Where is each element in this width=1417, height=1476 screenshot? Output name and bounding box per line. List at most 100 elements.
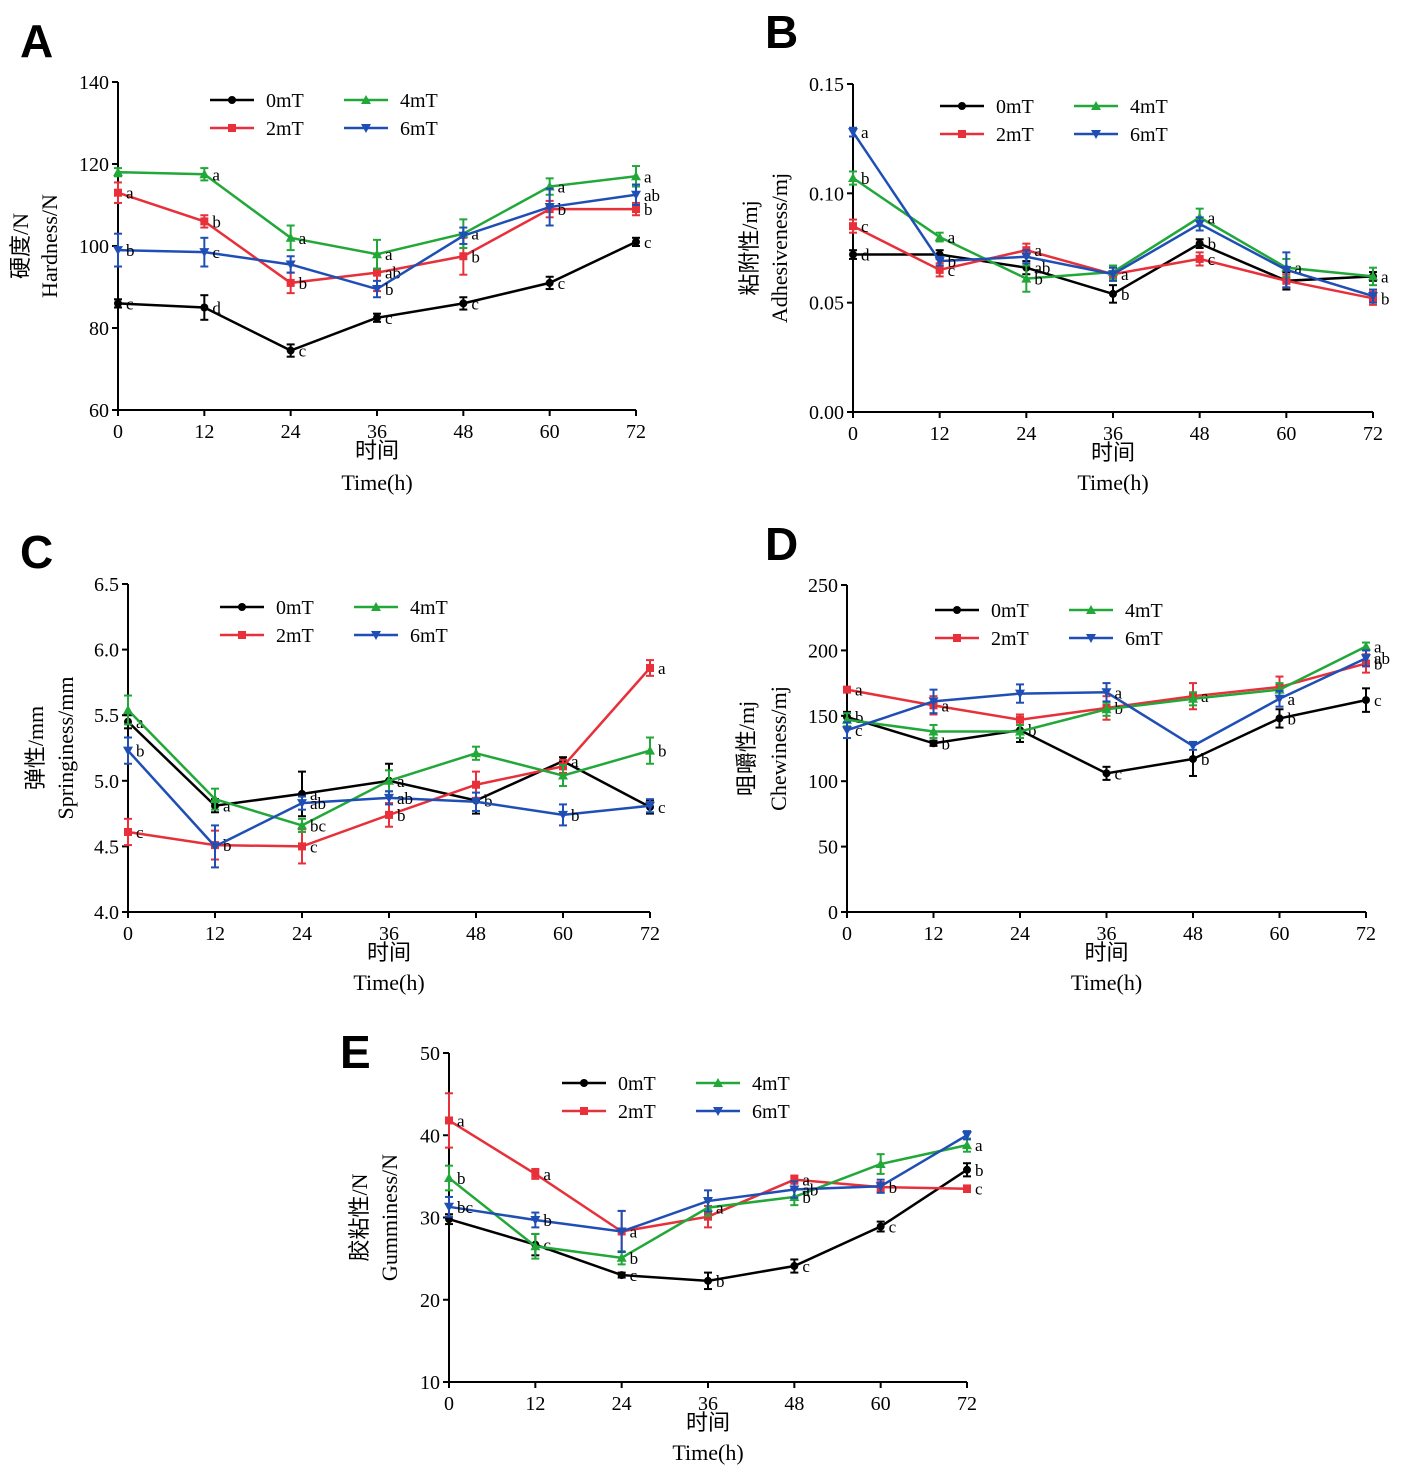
data-point-2mT — [472, 780, 480, 789]
significance-label: ab — [644, 186, 660, 205]
x-tick-label: 12 — [194, 421, 214, 443]
legend-c: 0mT 2mT 4mT 6mT — [220, 597, 448, 647]
data-point-6mT — [199, 248, 210, 258]
series-2mT: cb cba — [124, 659, 666, 865]
x-tick-label: 48 — [1183, 923, 1203, 945]
significance-label: b — [558, 200, 567, 219]
data-point-2mT — [298, 842, 306, 851]
x-tick-label: 48 — [784, 1393, 804, 1415]
significance-label: c — [558, 274, 566, 293]
y-tick-label: 150 — [808, 706, 838, 728]
x-tick-label: 36 — [367, 421, 387, 443]
series-4mT: bcb — [123, 694, 667, 835]
data-point-6mT — [928, 697, 939, 707]
data-point-0mT — [1189, 754, 1197, 763]
data-point-4mT — [631, 171, 641, 181]
significance-label: a — [397, 772, 405, 791]
significance-label: a — [942, 696, 950, 715]
legend-label-0mT: 0mT — [266, 90, 304, 112]
significance-label: b — [658, 742, 667, 761]
data-point-6mT — [458, 231, 469, 241]
significance-label: c — [644, 233, 652, 252]
significance-label: a — [543, 1165, 551, 1184]
data-point-4mT — [928, 726, 939, 736]
data-point-4mT — [1101, 704, 1112, 714]
data-point-0mT — [114, 299, 122, 308]
data-point-4mT — [384, 775, 394, 785]
significance-label: ab — [1374, 649, 1390, 668]
significance-label: b — [543, 1211, 552, 1230]
chart-panel-a: A 60 80 100 120 140 0 12 24 36 48 60 72 时间 Time(h) 硬度/N… — [8, 15, 660, 495]
data-point-6mT — [1361, 654, 1371, 664]
data-point-4mT — [1188, 693, 1198, 703]
y-tick-label: 6.0 — [94, 640, 119, 662]
data-point-4mT — [113, 167, 123, 177]
x-tick-label: 12 — [930, 423, 950, 445]
x-tick-label: 48 — [466, 923, 486, 945]
y-tick-label: 100 — [808, 771, 838, 793]
x-tick-label: 60 — [1276, 423, 1296, 445]
data-point-2mT — [849, 222, 857, 231]
data-point-6mT — [848, 128, 858, 138]
significance-label: b — [136, 742, 145, 761]
data-point-4mT — [199, 169, 210, 179]
significance-label: c — [861, 217, 869, 236]
x-tick-label: 0 — [842, 923, 852, 945]
significance-label: b — [571, 806, 580, 825]
legend-marker-0mT — [580, 1079, 588, 1087]
y-tick-label: 40 — [420, 1125, 440, 1147]
legend-label-2mT: 2mT — [618, 1101, 656, 1123]
data-point-0mT — [849, 250, 857, 259]
y-axis-title-en: Springiness/mm — [53, 676, 78, 819]
data-point-0mT — [790, 1262, 799, 1271]
significance-label: b — [716, 1272, 725, 1291]
data-point-2mT — [124, 827, 132, 836]
y-tick-label: 100 — [79, 236, 109, 258]
x-tick-label: 36 — [698, 1393, 718, 1415]
y-tick-label: 10 — [420, 1372, 440, 1394]
legend-marker-0mT — [953, 606, 961, 614]
legend-marker-4mT — [361, 95, 371, 104]
legend-a: 0mT 2mT 4mT 6mT — [210, 90, 438, 140]
legend-marker-4mT — [1086, 605, 1096, 614]
x-axis-title-cn: 时间 — [686, 1410, 730, 1435]
legend-marker-6mT — [1086, 634, 1096, 643]
legend-label-0mT: 0mT — [991, 600, 1029, 622]
data-point-2mT — [114, 188, 122, 197]
legend-label-2mT: 2mT — [266, 118, 304, 140]
data-point-2mT — [445, 1116, 453, 1125]
chart-panel-c: C 4.0 4.5 5.0 5.5 6.0 6.5 0 12 24 36 48 60 72 时间 Time(h… — [20, 526, 667, 995]
significance-label: b — [1288, 709, 1297, 728]
data-point-6mT — [372, 285, 382, 295]
y-axis-title-en: Adhesiveness/mj — [767, 173, 792, 323]
legend-label-6mT: 6mT — [1130, 124, 1168, 146]
significance-label: b — [861, 169, 870, 188]
data-point-6mT — [210, 842, 220, 852]
legend-marker-6mT — [713, 1107, 723, 1116]
data-point-4mT — [1021, 273, 1032, 283]
data-point-6mT — [842, 726, 852, 736]
data-point-0mT — [876, 1222, 885, 1231]
data-point-6mT — [113, 246, 123, 256]
chart-panel-b: B 0.00 0.05 0.10 0.15 0 12 24 36 48 60 72 时间 Time(h) 粘… — [737, 6, 1390, 495]
significance-label: c — [630, 1266, 638, 1285]
significance-label: a — [1294, 259, 1302, 278]
significance-label: b — [942, 734, 951, 753]
significance-label: c — [126, 294, 134, 313]
y-tick-label: 60 — [89, 400, 109, 422]
significance-label: d — [861, 246, 870, 265]
y-tick-label: 0.15 — [809, 74, 844, 96]
legend-marker-0mT — [238, 603, 246, 611]
significance-label: c — [543, 1236, 551, 1255]
x-tick-label: 60 — [1270, 923, 1290, 945]
y-tick-label: 5.5 — [94, 705, 119, 727]
significance-label: a — [1288, 690, 1296, 709]
x-axis-title-en: Time(h) — [341, 470, 412, 495]
data-point-6mT — [444, 1202, 454, 1212]
y-tick-label: 20 — [420, 1290, 440, 1312]
legend-label-0mT: 0mT — [996, 96, 1034, 118]
data-point-6mT — [297, 799, 307, 809]
y-tick-label: 0.00 — [809, 402, 844, 424]
y-tick-label: 4.5 — [94, 836, 119, 858]
